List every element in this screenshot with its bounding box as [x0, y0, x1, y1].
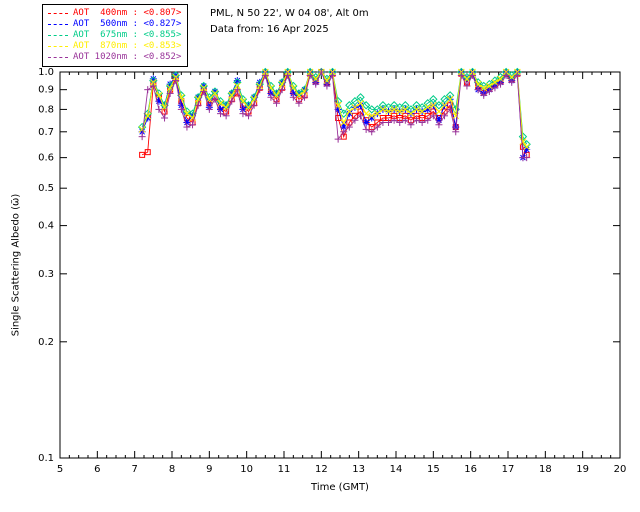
legend-label: AOT 500nm : <0.827>: [73, 19, 182, 29]
legend-label: AOT 870nm : <0.853>: [73, 41, 182, 51]
y-tick-label: 0.7: [38, 127, 54, 138]
legend-line-sample-icon: [48, 46, 68, 47]
x-tick-label: 10: [240, 464, 253, 475]
x-tick-label: 7: [131, 464, 137, 475]
legend-line-sample-icon: [48, 35, 68, 36]
y-tick-label: 0.9: [38, 85, 54, 96]
x-tick-label: 15: [427, 464, 440, 475]
x-tick-label: 20: [614, 464, 627, 475]
x-tick-label: 9: [206, 464, 212, 475]
legend-line-sample-icon: [48, 24, 68, 25]
legend-box: AOT 400nm : <0.807> AOT 500nm : <0.827> …: [42, 4, 189, 67]
x-tick-label: 6: [94, 464, 100, 475]
x-tick-label: 12: [315, 464, 328, 475]
legend-line-sample-icon: [48, 57, 68, 58]
legend-row: AOT 500nm : <0.827>: [48, 19, 181, 30]
y-tick-label: 0.6: [38, 153, 54, 164]
y-tick-label: 0.1: [38, 453, 54, 464]
y-tick-label: 1.0: [38, 67, 54, 78]
x-tick-label: 11: [278, 464, 291, 475]
legend-row: AOT 1020nm : <0.852>: [48, 52, 181, 63]
y-tick-label: 0.8: [38, 104, 54, 115]
x-tick-label: 13: [352, 464, 365, 475]
x-tick-label: 18: [539, 464, 552, 475]
x-tick-label: 16: [464, 464, 477, 475]
y-axis-title: Single Scattering Albedo (ω̃): [10, 193, 22, 337]
data-date: Data from: 16 Apr 2025: [210, 24, 329, 35]
series-aot-870nm: [138, 68, 531, 151]
legend-row: AOT 675nm : <0.855>: [48, 30, 181, 41]
tick-labels: 5 6 7 8 9 10 11 12 13 14 15 16 17 18 19 20 0.1 0.2 0.3 0.4 0…: [38, 67, 626, 475]
y-tick-label: 0.5: [38, 183, 54, 194]
station-info: PML, N 50 22', W 04 08', Alt 0m: [210, 8, 369, 19]
legend-row: AOT 400nm : <0.807>: [48, 8, 181, 19]
legend-row: AOT 870nm : <0.853>: [48, 41, 181, 52]
legend-label: AOT 1020nm : <0.852>: [73, 52, 182, 62]
y-tick-label: 0.2: [38, 337, 54, 348]
x-tick-label: 5: [57, 464, 63, 475]
legend-label: AOT 400nm : <0.807>: [73, 8, 182, 18]
x-tick-label: 8: [169, 464, 175, 475]
series-aot-1020nm: [138, 68, 531, 162]
y-tick-label: 0.4: [38, 221, 54, 232]
x-tick-label: 19: [576, 464, 589, 475]
series-aot-1020nm-line: [141, 70, 527, 159]
x-tick-label: 17: [502, 464, 515, 475]
x-tick-label: 14: [390, 464, 403, 475]
y-tick-label: 0.3: [38, 269, 54, 280]
x-axis-title: Time (GMT): [311, 482, 369, 493]
legend-label: AOT 675nm : <0.855>: [73, 30, 182, 40]
axes: [59, 71, 621, 459]
legend-line-sample-icon: [48, 13, 68, 14]
